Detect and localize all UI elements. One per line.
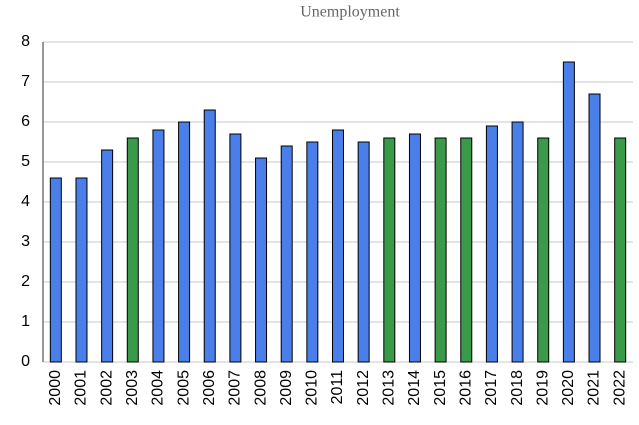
bar xyxy=(562,61,575,363)
x-tick-label: 2020 xyxy=(560,370,577,406)
bar xyxy=(537,137,550,363)
x-tick-label: 2004 xyxy=(150,370,167,406)
x-tick-label: 2001 xyxy=(73,370,90,406)
x-tick-label: 2014 xyxy=(406,370,423,406)
x-tick-label: 2016 xyxy=(457,370,474,406)
bar xyxy=(126,137,139,363)
x-tick-label: 2002 xyxy=(98,370,115,406)
x-tick-label: 2015 xyxy=(432,370,449,406)
bar xyxy=(306,141,319,363)
bar xyxy=(588,93,601,363)
bar xyxy=(511,121,524,363)
y-tick-label: 3 xyxy=(21,233,30,250)
bar xyxy=(49,177,62,363)
bar xyxy=(357,141,370,363)
bar xyxy=(280,145,293,363)
bar xyxy=(434,137,447,363)
bar xyxy=(178,121,191,363)
x-tick-label: 2003 xyxy=(124,370,141,406)
bar xyxy=(383,137,396,363)
x-tick-label: 2013 xyxy=(381,370,398,406)
y-tick-label: 0 xyxy=(21,353,30,370)
bar xyxy=(203,109,216,363)
x-tick-label: 2000 xyxy=(47,370,64,406)
x-tick-label: 2009 xyxy=(278,370,295,406)
y-tick-label: 7 xyxy=(21,73,30,90)
x-tick-label: 2011 xyxy=(329,370,346,405)
x-tick-label: 2021 xyxy=(586,370,603,406)
chart-title: Unemployment xyxy=(300,4,400,21)
bar xyxy=(332,129,344,363)
x-tick-label: 2017 xyxy=(483,370,500,406)
x-tick-label: 2012 xyxy=(355,370,372,406)
bar xyxy=(485,125,498,363)
y-tick-label: 5 xyxy=(21,153,30,170)
bar xyxy=(614,137,627,363)
y-tick-label: 1 xyxy=(21,313,30,330)
x-tick-label: 2010 xyxy=(304,370,321,406)
y-tick-label: 8 xyxy=(21,33,30,50)
x-tick-label: 2006 xyxy=(201,370,218,406)
y-tick-label: 4 xyxy=(21,193,30,210)
y-tick-label: 2 xyxy=(21,273,30,290)
bar xyxy=(229,133,242,363)
x-tick-label: 2005 xyxy=(175,370,192,406)
x-tick-label: 2007 xyxy=(227,370,244,406)
bar xyxy=(460,137,473,363)
x-tick-label: 2018 xyxy=(509,370,526,406)
bar xyxy=(255,157,268,363)
bar xyxy=(101,149,114,363)
x-tick-label: 2008 xyxy=(252,370,269,406)
x-tick-label: 2019 xyxy=(534,370,551,406)
bar xyxy=(408,133,421,363)
x-tick-label: 2022 xyxy=(611,370,628,406)
bar xyxy=(152,129,165,363)
y-tick-label: 6 xyxy=(21,113,30,130)
bar xyxy=(75,177,88,363)
